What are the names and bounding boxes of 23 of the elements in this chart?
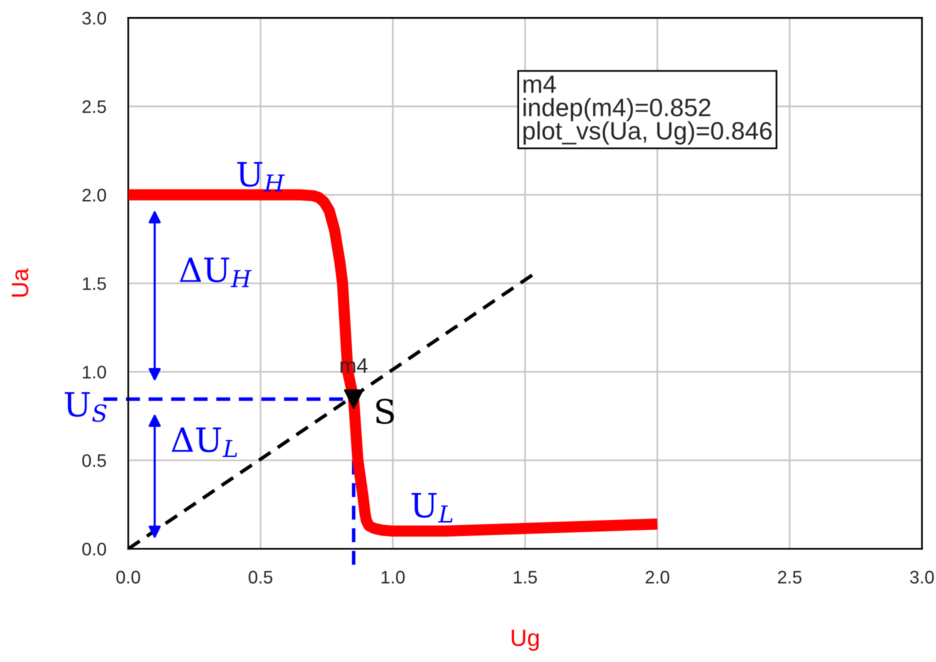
annotation: S — [376, 398, 394, 424]
x-tick-label: 0.5 — [248, 570, 272, 584]
y-tick-label: 1.0 — [82, 366, 106, 379]
x-tick-label: 2.0 — [646, 570, 670, 584]
annotation: ΔU$_{H}$ — [180, 258, 252, 288]
y-tick-label: 1.5 — [82, 277, 106, 290]
y-tick-label: 2.0 — [82, 188, 106, 202]
annotation: ΔU$_{L}$ — [172, 427, 238, 457]
text: U$_{S}$ — [64, 392, 107, 422]
x-axis-title: Ug — [512, 630, 539, 651]
x-tick-label: 1.5 — [514, 570, 537, 584]
annotation: m4 indep(m4)=0.852 plot_vs(Ua, Ug)=0.846 — [524, 76, 772, 145]
y-tick-label: 0.5 — [82, 454, 106, 468]
x-tick-label: 3.0 — [910, 570, 934, 584]
x-tick-label: 1.0 — [382, 570, 405, 584]
y-tick-label: 2.5 — [82, 100, 106, 114]
y-axis-title: Ua — [12, 268, 28, 297]
annotation: U$_{H}$ — [237, 162, 285, 192]
x-tick-label: 2.5 — [778, 570, 802, 584]
annotation: U$_{L}$ — [412, 492, 453, 522]
y-tick-label: 0.0 — [82, 542, 106, 556]
x-tick-label: 0.0 — [116, 570, 140, 584]
y-tick-label: 3.0 — [82, 12, 106, 25]
